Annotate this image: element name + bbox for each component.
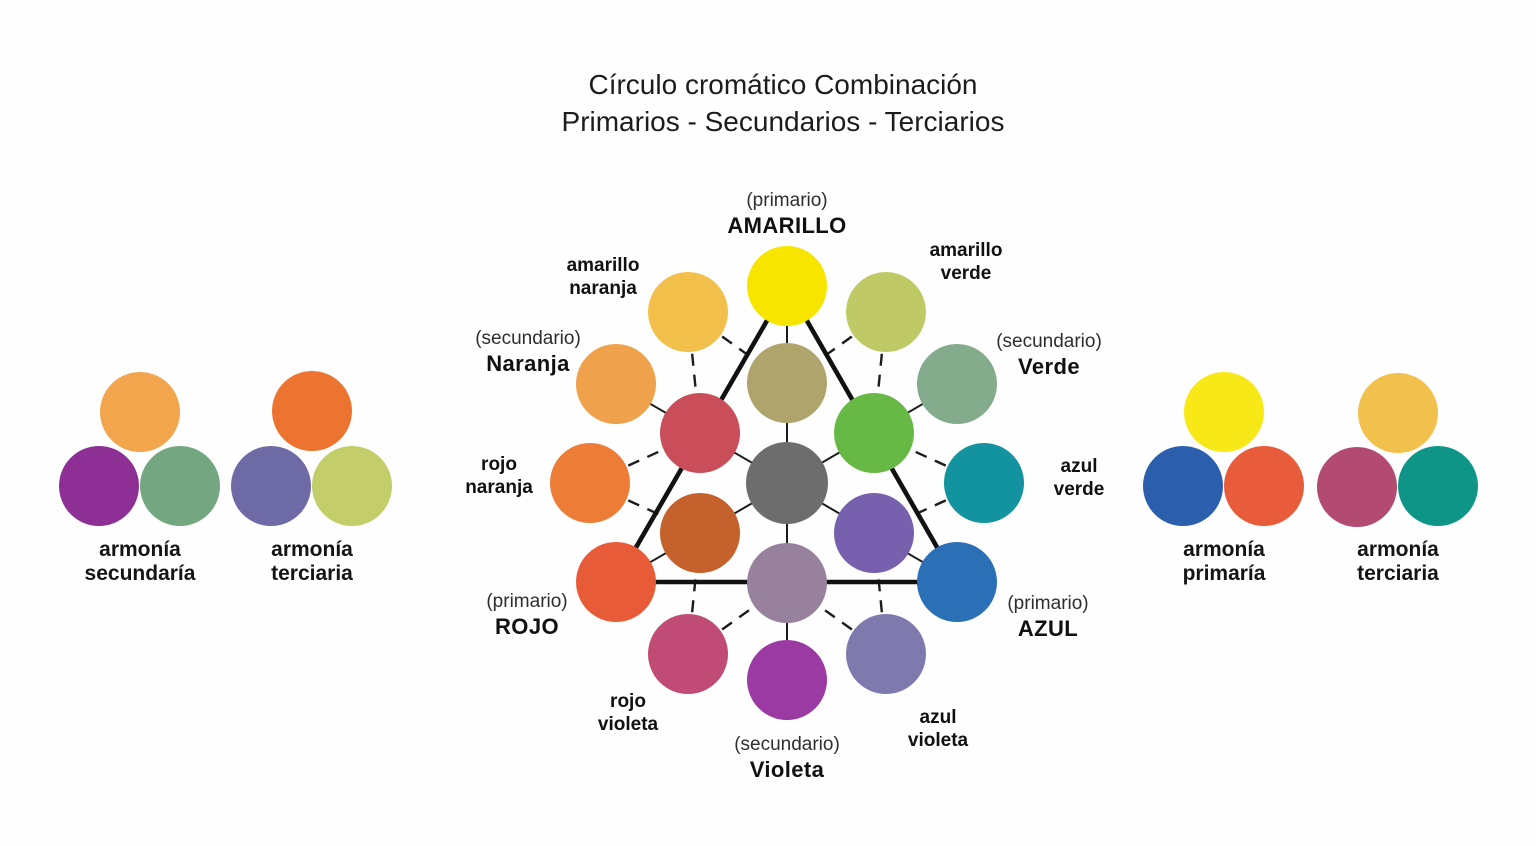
wheel-center-circle	[746, 442, 828, 524]
armonia-terciaria-izquierda-circle-bottom-left	[231, 446, 311, 526]
title-line-2: Primarios - Secundarios - Terciarios	[561, 106, 1005, 137]
wheel-label-line: (secundario)	[475, 328, 581, 349]
armonia-terciaria-izquierda-circle-top	[272, 371, 352, 451]
armonia-terciaria-derecha-circle-top	[1358, 373, 1438, 453]
armonia-terciaria-izquierda-label: armonía terciaria	[271, 538, 353, 586]
harmony-label-line: armonía	[99, 538, 181, 561]
wheel-circle-rojo-violeta	[648, 614, 728, 694]
wheel-inner-circle-i-violeta	[747, 543, 827, 623]
wheel-label-line: violeta	[597, 714, 659, 735]
wheel-circle-naranja	[576, 344, 656, 424]
armonia-terciaria-derecha-circle-bottom-right	[1398, 446, 1478, 526]
wheel-circle-azul-violeta	[846, 614, 926, 694]
harmony-label-line: terciaria	[271, 562, 353, 585]
armonia-terciaria-derecha-circle-bottom-left	[1317, 447, 1397, 527]
harmony-label-line: armonía	[1357, 538, 1439, 561]
wheel-inner-circle-i-verde	[834, 393, 914, 473]
wheel-label-line: amarillo	[566, 255, 640, 276]
wheel-label-line: (primario)	[1007, 593, 1089, 614]
armonia-terciaria-izquierda-circle-bottom-right	[312, 446, 392, 526]
wheel-label-azul: (primario) AZUL	[1007, 592, 1088, 642]
wheel-label-line: verde	[940, 263, 992, 284]
wheel-label-line: AMARILLO	[727, 213, 847, 238]
wheel-circle-amarillo-naranja	[648, 272, 728, 352]
wheel-label-azul-verde: azul verde	[1054, 455, 1105, 501]
harmony-label-line: primaría	[1182, 562, 1266, 585]
wheel-label-line: rojo	[481, 454, 517, 475]
armonia-secundaria-circle-top	[100, 372, 180, 452]
wheel-circle-violeta	[747, 640, 827, 720]
wheel-label-line: Verde	[1018, 354, 1080, 379]
wheel-label-line: Violeta	[749, 757, 825, 782]
wheel-label-line: amarillo	[929, 240, 1003, 261]
wheel-label-amarillo: (primario) AMARILLO	[727, 189, 846, 239]
wheel-label-naranja: (secundario) Naranja	[475, 327, 581, 377]
wheel-label-line: violeta	[907, 730, 969, 751]
title-line-1: Círculo cromático Combinación	[588, 69, 978, 100]
wheel-label-line: AZUL	[1017, 616, 1079, 641]
wheel-circle-rojo-naranja	[550, 443, 630, 523]
page-title: Círculo cromático Combinación Primarios …	[562, 66, 1005, 140]
armonia-secundaria-label: armonía secundaría	[85, 538, 196, 586]
wheel-label-line: Naranja	[486, 351, 570, 376]
wheel-label-verde: (secundario) Verde	[996, 330, 1102, 380]
harmony-label-line: secundaría	[84, 562, 196, 585]
wheel-circle-amarillo	[747, 246, 827, 326]
wheel-label-violeta: (secundario) Violeta	[734, 733, 840, 783]
wheel-label-line: ROJO	[495, 614, 559, 639]
wheel-label-rojo-violeta: rojo violeta	[598, 690, 658, 736]
wheel-label-line: (primario)	[486, 591, 568, 612]
armonia-primaria-circle-top	[1184, 372, 1264, 452]
harmony-label-line: terciaria	[1357, 562, 1439, 585]
wheel-inner-circle-i-naranja	[660, 393, 740, 473]
wheel-label-line: rojo	[610, 691, 646, 712]
wheel-label-line: (primario)	[746, 190, 828, 211]
wheel-label-line: naranja	[465, 477, 533, 498]
armonia-primaria-label: armonía primaría	[1183, 538, 1266, 586]
wheel-inner-circle-i-amarillo	[747, 343, 827, 423]
armonia-terciaria-derecha-label: armonía terciaria	[1357, 538, 1439, 586]
armonia-primaria-circle-bottom-left	[1143, 446, 1223, 526]
wheel-inner-circle-i-rojo	[660, 493, 740, 573]
armonia-primaria-circle-bottom-right	[1224, 446, 1304, 526]
wheel-label-amarillo-naranja: amarillo naranja	[567, 254, 640, 300]
harmony-label-line: armonía	[1183, 538, 1265, 561]
wheel-circle-verde	[917, 344, 997, 424]
armonia-secundaria-circle-bottom-left	[59, 446, 139, 526]
wheel-label-amarillo-verde: amarillo verde	[930, 239, 1003, 285]
wheel-label-rojo-naranja: rojo naranja	[465, 453, 533, 499]
wheel-label-rojo: (primario) ROJO	[486, 590, 567, 640]
wheel-circle-azul	[917, 542, 997, 622]
wheel-label-line: naranja	[569, 278, 637, 299]
wheel-label-line: verde	[1053, 479, 1105, 500]
wheel-label-line: (secundario)	[734, 734, 840, 755]
armonia-secundaria-circle-bottom-right	[140, 446, 220, 526]
wheel-circle-rojo	[576, 542, 656, 622]
wheel-circle-amarillo-verde	[846, 272, 926, 352]
wheel-label-line: (secundario)	[996, 331, 1102, 352]
harmony-label-line: armonía	[271, 538, 353, 561]
wheel-label-azul-violeta: azul violeta	[908, 706, 968, 752]
wheel-inner-circle-i-azul	[834, 493, 914, 573]
wheel-circle-azul-verde	[944, 443, 1024, 523]
wheel-label-line: azul	[919, 707, 957, 728]
wheel-label-line: azul	[1060, 456, 1098, 477]
